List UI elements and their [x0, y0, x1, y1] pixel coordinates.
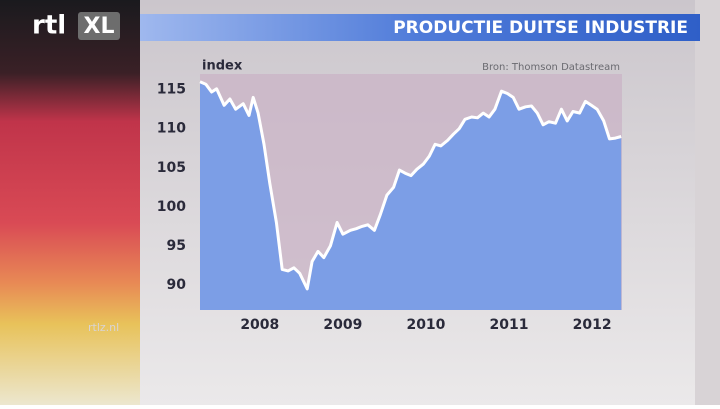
title-bar [140, 14, 700, 41]
panel-edge [695, 0, 720, 405]
y-tick-label: 105 [157, 160, 186, 176]
y-tick-label: 90 [167, 277, 187, 293]
area [200, 81, 622, 310]
chart-title: PRODUCTIE DUITSE INDUSTRIE [393, 18, 688, 38]
y-tick-label: 110 [157, 121, 186, 137]
line [199, 80, 622, 291]
source: Bron: Thomson Datastream [482, 62, 620, 73]
y-tick-label: 115 [157, 82, 186, 98]
x-tick-label: 2011 [490, 317, 529, 333]
x-tick-label: 2012 [573, 317, 612, 333]
x-tick-label: 2008 [240, 317, 279, 333]
y-axis-label: index [202, 59, 243, 74]
y-tick-label: 100 [157, 199, 186, 215]
x-tick-label: 2010 [406, 317, 445, 333]
logo-right: XL [84, 14, 115, 39]
website: rtlz.nl [88, 321, 119, 334]
logo-box [78, 12, 120, 40]
x-tick-label: 2009 [323, 317, 362, 333]
y-tick-label: 95 [167, 238, 186, 254]
logo-left: rtl [32, 11, 66, 41]
